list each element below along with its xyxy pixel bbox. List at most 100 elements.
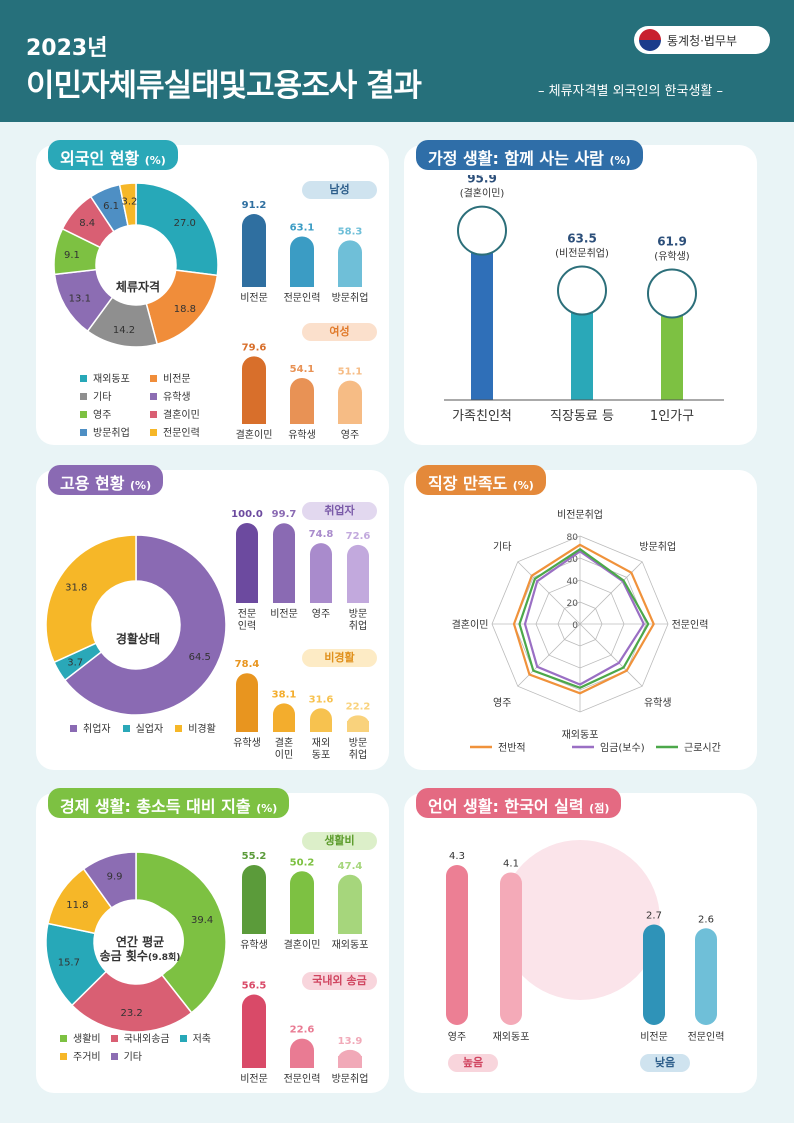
bar bbox=[643, 924, 665, 1025]
radar-tick: 60 bbox=[567, 555, 579, 565]
bar bbox=[290, 236, 314, 287]
bar-sublabel: (비전문취업) bbox=[555, 247, 609, 260]
bar-category: 취업 bbox=[349, 748, 367, 761]
bar-category: 전문인력 bbox=[284, 292, 321, 304]
bar-category: 비전문 bbox=[270, 608, 298, 620]
bar-value: 55.2 bbox=[242, 851, 267, 862]
legend-item: 실업자 bbox=[122, 720, 163, 735]
bar-value: 4.3 bbox=[449, 851, 465, 862]
radar-category: 유학생 bbox=[644, 697, 672, 709]
employment-label: 31.8 bbox=[65, 583, 87, 594]
legend-residency: 재외동포 비전문 기타 유학생 영주 결혼이민 방문취업 전문인력 bbox=[80, 370, 230, 439]
employment-slice bbox=[45, 534, 137, 664]
person-illustration-icon bbox=[457, 205, 507, 256]
pie-spending-center: 연간 평균 송금 횟수(9.8회) bbox=[96, 905, 184, 977]
bar-category: 영주 bbox=[341, 429, 359, 441]
panel2-title: 가정 생활: 함께 사는 사람 (%) bbox=[416, 140, 643, 170]
person-illustration-icon bbox=[647, 268, 697, 319]
bar-employed: 100.0 전문인력 99.7 비전문 74.8 영주 72.6 방문취업 bbox=[231, 509, 370, 632]
bar-category: 유학생 bbox=[288, 429, 316, 441]
residency-label: 13.1 bbox=[69, 294, 91, 305]
bar-base bbox=[290, 412, 314, 424]
spending-slice bbox=[70, 970, 193, 1033]
spending-label: 39.4 bbox=[191, 915, 213, 926]
radar-category: 방문취업 bbox=[639, 540, 676, 553]
legend-item: 방문취업 bbox=[80, 424, 150, 439]
bar-value: 51.1 bbox=[338, 367, 363, 378]
bar-category: 방문취업 bbox=[332, 1072, 369, 1085]
bar-base bbox=[273, 592, 295, 603]
header-title: 이민자체류실태및고용조사 결과 bbox=[26, 68, 422, 104]
bar-category: 결혼이민 bbox=[284, 938, 321, 951]
legend-item: 결혼이민 bbox=[150, 406, 220, 421]
residency-label: 6.1 bbox=[103, 201, 119, 212]
bar-category: 비전문 bbox=[240, 292, 268, 304]
bar bbox=[273, 523, 295, 603]
bar-value: 74.8 bbox=[309, 529, 334, 540]
bar-male: 91.2 비전문 63.1 전문인력 58.3 방문취업 bbox=[240, 200, 368, 304]
bar bbox=[242, 356, 266, 424]
bar-category: 유학생 bbox=[240, 939, 268, 951]
bar-base bbox=[242, 412, 266, 424]
bar-category: 결혼 bbox=[275, 736, 293, 749]
legend-item: 취업자 bbox=[70, 720, 111, 735]
bar-value: 38.1 bbox=[272, 689, 297, 700]
bar-category: 전문인력 bbox=[688, 1031, 725, 1043]
legend-item: 생활비 bbox=[60, 1030, 101, 1045]
agency-logo: 통계청·법무부 bbox=[634, 26, 770, 54]
bar-female: 79.6 결혼이민 54.1 유학생 51.1 영주 bbox=[236, 342, 363, 441]
spending-label: 23.2 bbox=[120, 1008, 142, 1019]
panel-job-satisfaction bbox=[404, 470, 757, 770]
bar-value: 63.1 bbox=[290, 223, 315, 234]
bar-category: 재외동포 bbox=[332, 939, 369, 951]
bar-value: 13.9 bbox=[338, 1036, 363, 1047]
bar-value: 22.2 bbox=[346, 701, 371, 712]
radar-legend-label: 전반적 bbox=[498, 742, 526, 754]
radar-legend-label: 근로시간 bbox=[684, 742, 721, 754]
radar-axis bbox=[579, 623, 643, 687]
bar-inactive: 78.4 유학생 38.1 결혼이민 31.6 재외동포 22.2 방문취업 bbox=[233, 659, 371, 761]
residency-label: 8.4 bbox=[79, 218, 95, 229]
bar-base bbox=[242, 922, 266, 934]
bar-base bbox=[236, 592, 258, 603]
label-remit: 국내외 송금 bbox=[302, 972, 377, 990]
bar-base bbox=[338, 1056, 362, 1068]
bar-base bbox=[338, 275, 362, 287]
bar-category: 비전문 bbox=[240, 1073, 268, 1085]
legend-spending: 생활비 국내외송금 저축 주거비 기타 bbox=[60, 1030, 250, 1063]
bar-category: 재외 bbox=[312, 737, 330, 749]
bar-value: 63.5 bbox=[567, 232, 597, 246]
radar-tick: 80 bbox=[567, 533, 579, 543]
bar-base bbox=[290, 275, 314, 287]
bar-value: 78.4 bbox=[235, 659, 260, 670]
pie-residency: 27.0 18.8 14.2 13.1 9.1 8.4 6.1 3.2 bbox=[53, 182, 219, 348]
bar-category: 재외동포 bbox=[493, 1031, 530, 1043]
bar-category: 가족친인척 bbox=[452, 409, 512, 424]
residency-label: 14.2 bbox=[113, 325, 135, 336]
legend-item: 영주 bbox=[80, 406, 150, 421]
bar-category: 유학생 bbox=[233, 737, 261, 749]
bar-category: 전문인력 bbox=[284, 1073, 321, 1085]
bar-remit: 56.5 비전문 22.6 전문인력 13.9 방문취업 bbox=[240, 981, 369, 1085]
bar-category: 이민 bbox=[275, 749, 293, 761]
radar-category: 결혼이민 bbox=[452, 618, 489, 631]
legend-item: 비전문 bbox=[150, 370, 220, 385]
bar bbox=[500, 872, 522, 1025]
bar-value: 31.6 bbox=[309, 694, 334, 705]
bar-value: 54.1 bbox=[290, 364, 315, 375]
bar-value: 58.3 bbox=[338, 226, 363, 237]
residency-label: 9.1 bbox=[64, 250, 80, 261]
legend-item: 기타 bbox=[80, 388, 150, 403]
radar-category: 재외동포 bbox=[562, 729, 599, 741]
radar-category: 전문인력 bbox=[672, 619, 709, 631]
legend-item: 국내외송금 bbox=[110, 1030, 170, 1045]
employment-label: 64.5 bbox=[189, 652, 211, 663]
radar-tick: 0 bbox=[572, 621, 578, 631]
label-living: 생활비 bbox=[302, 832, 377, 850]
label-high: 높음 bbox=[448, 1054, 498, 1072]
label-male: 남성 bbox=[302, 181, 377, 199]
bar-category: 직장동료 등 bbox=[550, 409, 614, 424]
decorative-circle bbox=[500, 840, 660, 1000]
bar-value: 99.7 bbox=[272, 509, 297, 520]
bar-base bbox=[310, 592, 332, 603]
